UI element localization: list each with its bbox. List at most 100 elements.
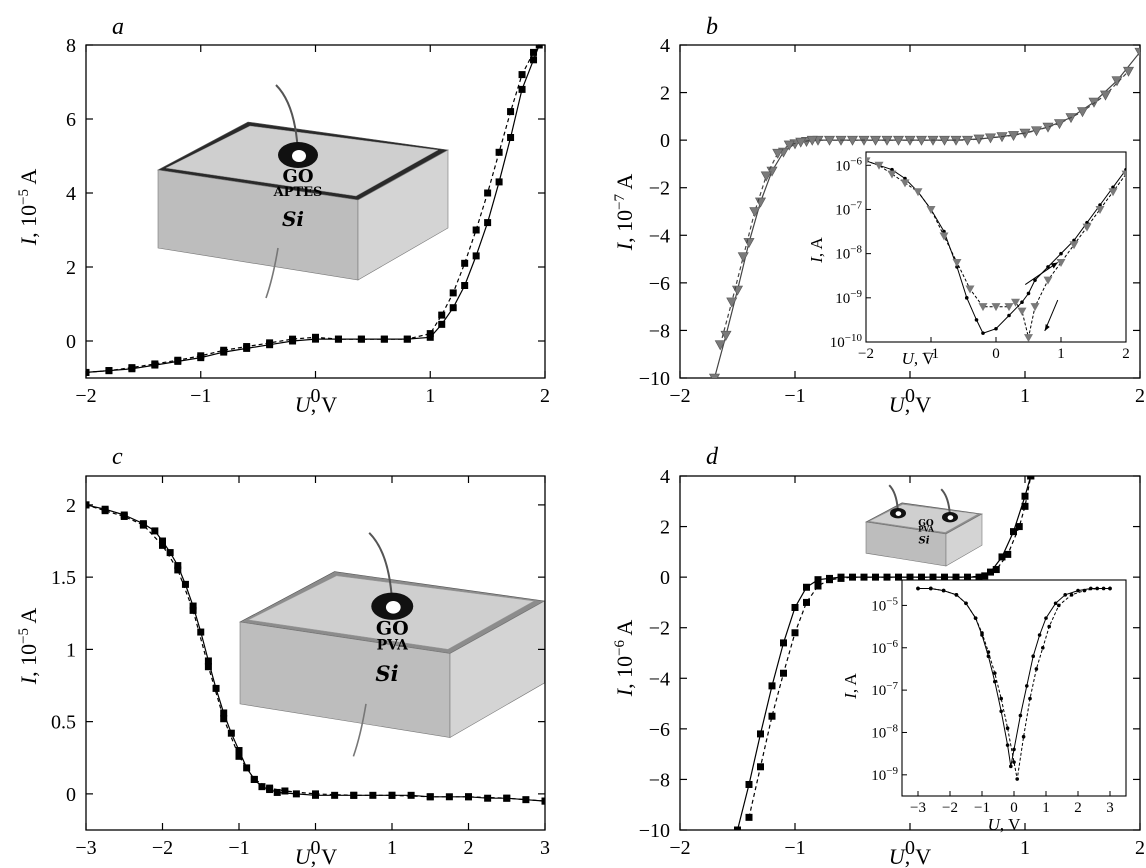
inset-b-series-1-point bbox=[926, 205, 936, 214]
diagram-a-label-mid: APTES bbox=[273, 185, 323, 200]
panel-c-series-1-point bbox=[250, 775, 258, 783]
inset-b-series-1-point bbox=[1108, 188, 1118, 197]
inset-b-series-1-point bbox=[887, 170, 897, 179]
inset-d-ytick-label: 10−6 bbox=[871, 638, 898, 657]
panel-c-series-1-point bbox=[235, 752, 243, 760]
panel-d-series-0-point bbox=[780, 639, 787, 647]
inset-b-series-0-point bbox=[1072, 238, 1076, 243]
inset-d-series-1-point bbox=[1021, 734, 1026, 739]
panel-b-ytick-label: −8 bbox=[649, 320, 670, 342]
panel-d-series-0-point bbox=[952, 573, 960, 581]
panel-b-series-1-point bbox=[760, 171, 772, 182]
panel-d-ytick-label: 2 bbox=[660, 517, 670, 539]
inset-d-series-1-line bbox=[918, 588, 1110, 780]
panel-a-series-1-point bbox=[151, 360, 159, 368]
panel-d-series-1-point bbox=[826, 576, 833, 584]
panel-c-ytick-label: 2 bbox=[66, 495, 76, 517]
inset-b-series-0-point bbox=[1124, 167, 1126, 172]
panel-d-series-0-point bbox=[757, 730, 764, 738]
panel-c-ytick-label: 1 bbox=[66, 639, 76, 661]
panel-c-series-0-point bbox=[227, 729, 235, 737]
panel-c-series-0-point bbox=[166, 549, 174, 557]
panel-b-series-1-point bbox=[783, 140, 795, 151]
inset-d-series-1-point bbox=[986, 650, 991, 654]
inset-b-series-1-point bbox=[965, 285, 975, 294]
panel-c-xtick-label: 1 bbox=[387, 837, 397, 859]
inset-b-series-1-point bbox=[900, 179, 910, 188]
inset-b-series-0-point bbox=[1098, 203, 1102, 207]
panel-c-series-1-point bbox=[266, 784, 274, 792]
inset-b-xtick-label: 1 bbox=[1057, 346, 1065, 362]
inset-b-series-1-point bbox=[1004, 303, 1014, 312]
panel-c-series-0-point bbox=[331, 791, 339, 799]
panel-b-series-1-point bbox=[795, 137, 807, 148]
panel-a-series-0-point bbox=[426, 333, 434, 341]
panel-a-series-0-point bbox=[535, 45, 543, 49]
panel-c-series-1-point bbox=[204, 663, 212, 671]
panel-c-series-0-point bbox=[197, 628, 205, 636]
panel-a-ylabel: I, 10−5 A bbox=[16, 169, 41, 247]
panel-b-series-1-point bbox=[1099, 90, 1112, 101]
inset-d-xtick-label: −2 bbox=[942, 800, 958, 816]
panel-d-series-0-point bbox=[975, 573, 983, 581]
panel-c-series-0-point bbox=[151, 527, 159, 535]
inset-b-plot-area bbox=[866, 157, 1126, 342]
inset-b-series-0-point bbox=[981, 331, 985, 335]
panel-d-series-1-point bbox=[941, 573, 948, 581]
panel-c-ylabel: I, 10−5 A bbox=[16, 608, 41, 686]
panel-c-series-1-point bbox=[350, 791, 358, 799]
panel-c-series-0-point bbox=[181, 580, 189, 588]
inset-d-series-0-point bbox=[1076, 588, 1080, 593]
panel-c-series-0-point bbox=[484, 794, 492, 802]
panel-c-xtick-label: 2 bbox=[464, 837, 474, 859]
panel-d-xtick-label: 0 bbox=[905, 837, 915, 859]
panel-a-series-0-point bbox=[495, 178, 503, 186]
inset-d-ylabel: I, A bbox=[841, 673, 860, 700]
inset-d-ytick-label: 10−8 bbox=[871, 722, 898, 741]
panel-b-series-1-point bbox=[1076, 107, 1089, 118]
panel-d-series-0-point bbox=[883, 573, 891, 581]
panel-a-series-1-point bbox=[128, 364, 136, 372]
panel-a-series-1-point bbox=[312, 333, 319, 341]
panel-a-xtick-label: −2 bbox=[75, 385, 96, 407]
inset-d-series-1-point bbox=[1095, 586, 1099, 591]
panel-d-series-1-point bbox=[1015, 523, 1023, 531]
panel-a-series-1-point bbox=[266, 339, 274, 347]
panel-d-ytick-label: −4 bbox=[649, 668, 670, 690]
inset-b-series-1-point bbox=[1017, 307, 1027, 316]
inset-b-series-1-point bbox=[913, 188, 923, 197]
panel-c-series-1-point bbox=[281, 787, 289, 795]
panel-b-series-1-point bbox=[961, 135, 974, 146]
panel-c-series-1-point bbox=[388, 791, 396, 799]
inset-d-ytick-label: 10−9 bbox=[871, 765, 898, 784]
panel-d-series-1-point bbox=[918, 573, 925, 581]
inset-b-ytick-label: 10−7 bbox=[835, 199, 862, 218]
panel-a-xtick-label: −1 bbox=[190, 385, 211, 407]
inset-d-ytick-label: 10−5 bbox=[871, 595, 898, 614]
panel-d-series-1-point bbox=[780, 669, 787, 677]
panel-c-xtick-label: 0 bbox=[311, 837, 321, 859]
inset-b-xtick-label: −2 bbox=[858, 346, 874, 362]
panel-c-series-0-point bbox=[204, 657, 212, 665]
inset-d-series-1-point bbox=[1012, 760, 1016, 764]
panel-b-ytick-label: −10 bbox=[639, 368, 670, 390]
panel-b-xtick-label: 1 bbox=[1020, 385, 1030, 407]
panel-d-series-0-point bbox=[791, 603, 799, 611]
panel-d-series-1-point bbox=[837, 574, 845, 582]
panel-a-series-1-point bbox=[174, 356, 182, 364]
panel-c-series-1-point bbox=[503, 794, 511, 802]
panel-a-series-0-point bbox=[472, 252, 480, 260]
panel-c-series-0-point bbox=[159, 537, 166, 545]
panel-c-series-0-point bbox=[243, 764, 251, 772]
inset-b-series-1-point bbox=[1082, 223, 1092, 232]
panel-d-series-0-point bbox=[734, 826, 741, 830]
panel-d-series-1-point bbox=[1027, 476, 1035, 480]
panel-d-series-0-point bbox=[987, 568, 994, 576]
panel-c-series-1-point bbox=[101, 507, 109, 515]
panel-d-series-1-point bbox=[849, 573, 856, 581]
panel-a-series-1-point bbox=[86, 368, 90, 376]
inset-b-series-0-point bbox=[1046, 265, 1050, 269]
